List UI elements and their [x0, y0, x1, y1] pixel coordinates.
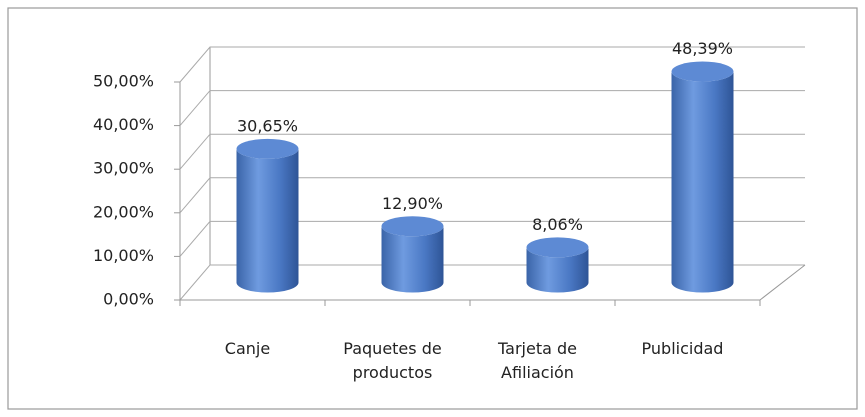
chart-border [7, 7, 858, 410]
x-tick-label: Paquetes de productos [343, 339, 442, 382]
y-tick-label: 50,00% [93, 72, 154, 91]
bar-top [526, 237, 589, 258]
grid-line [179, 220, 805, 257]
bar [671, 71, 734, 293]
x-tick-label: Publicidad [641, 339, 724, 358]
value-label: 48,39% [672, 39, 733, 58]
bar [526, 247, 589, 293]
y-tick-label: 20,00% [93, 202, 154, 221]
grid-line [179, 133, 805, 170]
x-tick-label: Tarjeta de Afiliación [498, 339, 577, 382]
bar [236, 148, 299, 293]
bar-top [381, 216, 444, 237]
grid-line [179, 90, 805, 126]
bar [381, 226, 444, 293]
bar-top [236, 138, 299, 159]
grid-line [179, 177, 805, 214]
value-label: 8,06% [532, 215, 583, 234]
y-tick-label: 0,00% [103, 290, 154, 309]
y-tick-label: 10,00% [93, 246, 154, 265]
y-tick-label: 40,00% [93, 115, 154, 134]
x-tick-label: Canje [224, 339, 271, 358]
grid-line [179, 46, 805, 83]
value-label: 12,90% [382, 194, 443, 213]
bar-top [671, 61, 734, 82]
grid-line [179, 264, 805, 301]
value-label: 30,65% [237, 116, 298, 135]
y-tick-label: 30,00% [93, 159, 154, 178]
